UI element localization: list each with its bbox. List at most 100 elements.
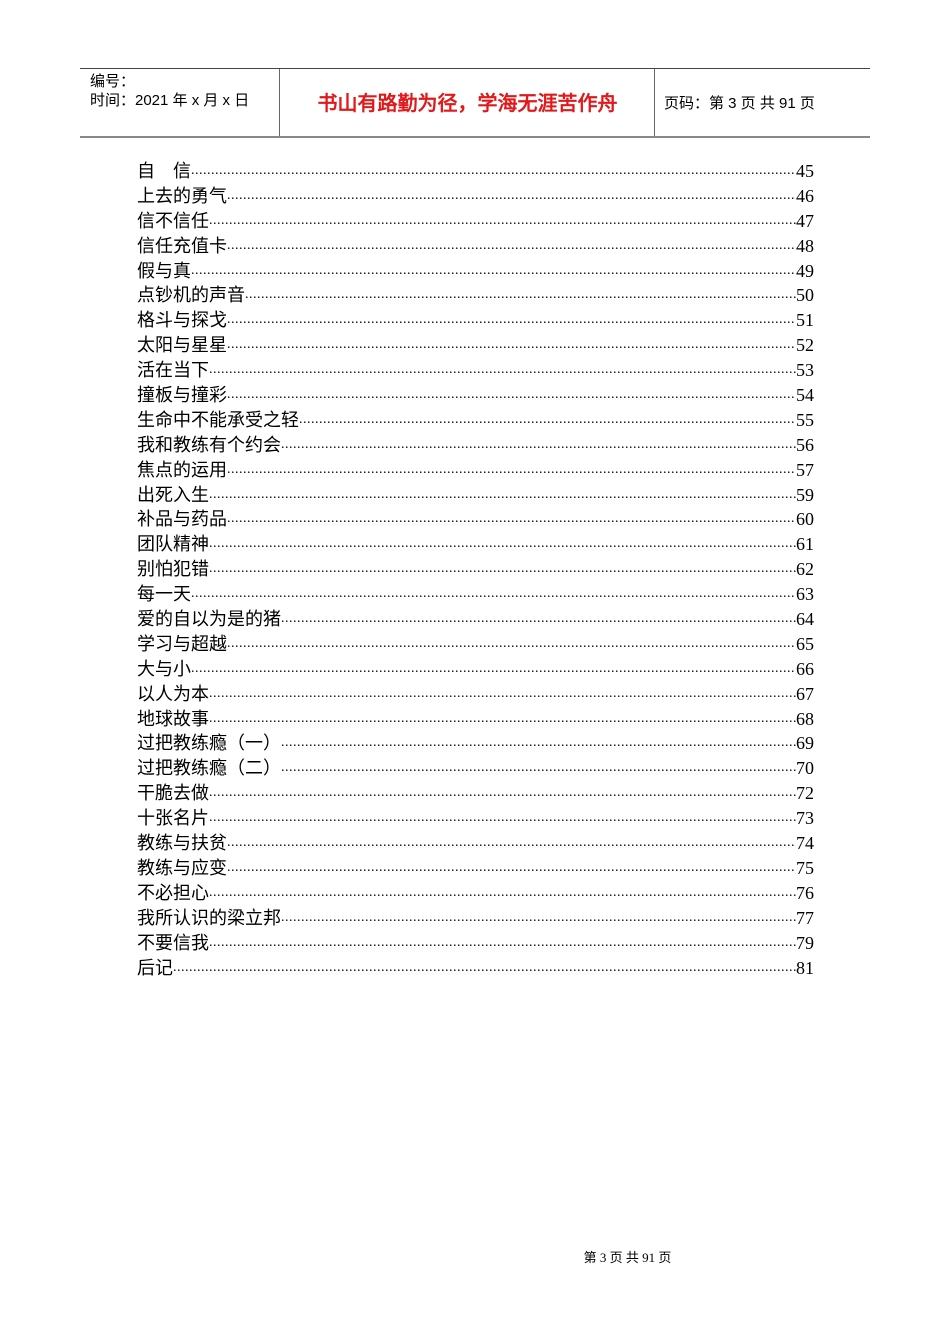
toc-entry[interactable]: 上去的勇气 46: [137, 184, 814, 209]
dot-leader: [227, 458, 796, 483]
toc-entry[interactable]: 撞板与撞彩 54: [137, 383, 814, 408]
toc-entry[interactable]: 生命中不能承受之轻 55: [137, 408, 814, 433]
toc-entry-title: 信不信任: [137, 210, 209, 231]
toc-entry-page: 56: [796, 434, 814, 455]
toc-entry-page: 60: [796, 509, 814, 530]
toc-entry[interactable]: 不要信我 79: [137, 931, 814, 956]
dot-leader: [245, 283, 796, 308]
dot-leader: [281, 607, 796, 632]
toc-entry[interactable]: 活在当下 53: [137, 358, 814, 383]
date-label: 时间：2021 年 x 月 x 日: [90, 92, 250, 109]
toc-entry-title: 格斗与探戈: [137, 310, 227, 331]
dot-leader: [209, 209, 796, 234]
toc-entry-page: 69: [796, 733, 814, 754]
toc-entry-title: 每一天: [137, 584, 191, 605]
dot-leader: [191, 582, 796, 607]
dot-leader: [209, 806, 796, 831]
toc-entry-title: 上去的勇气: [137, 185, 227, 206]
dot-leader: [191, 159, 796, 184]
toc-entry-title: 我和教练有个约会: [137, 434, 281, 455]
dot-leader: [281, 433, 796, 458]
toc-entry-page: 66: [796, 658, 814, 679]
toc-entry-page: 62: [796, 559, 814, 580]
toc-entry[interactable]: 过把教练瘾（二） 70: [137, 756, 814, 781]
toc-entry-title: 出死入生: [137, 484, 209, 505]
dot-leader: [227, 333, 796, 358]
toc-entry-page: 70: [796, 758, 814, 779]
toc-entry-title: 撞板与撞彩: [137, 385, 227, 406]
toc-entry-page: 46: [796, 185, 814, 206]
toc-entry-page: 54: [796, 385, 814, 406]
toc-entry-page: 61: [796, 534, 814, 555]
toc-entry-page: 67: [796, 683, 814, 704]
toc-entry[interactable]: 团队精神 61: [137, 532, 814, 557]
toc-entry[interactable]: 太阳与星星 52: [137, 333, 814, 358]
toc-entry[interactable]: 假与真 49: [137, 259, 814, 284]
toc-entry[interactable]: 地球故事 68: [137, 707, 814, 732]
toc-entry[interactable]: 格斗与探戈 51: [137, 308, 814, 333]
toc-entry[interactable]: 信任充值卡 48: [137, 234, 814, 259]
toc-entry[interactable]: 教练与扶贫 74: [137, 831, 814, 856]
toc-entry[interactable]: 出死入生 59: [137, 483, 814, 508]
toc-entry-title: 太阳与星星: [137, 335, 227, 356]
header-page-info: 页码：第 3 页 共 91 页: [664, 95, 815, 112]
toc-entry[interactable]: 干脆去做 72: [137, 781, 814, 806]
toc-entry-page: 57: [796, 459, 814, 480]
toc-entry[interactable]: 点钞机的声音 50: [137, 283, 814, 308]
toc-entry-page: 75: [796, 857, 814, 878]
number-label: 编号：: [90, 73, 136, 90]
dot-leader: [227, 831, 796, 856]
toc-entry[interactable]: 信不信任 47: [137, 209, 814, 234]
dot-leader: [209, 682, 796, 707]
toc-entry-title: 团队精神: [137, 534, 209, 555]
toc-entry-title: 我所认识的梁立邦: [137, 907, 281, 928]
toc-entry-title: 十张名片: [137, 808, 209, 829]
toc-entry-page: 74: [796, 833, 814, 854]
toc-entry[interactable]: 爱的自以为是的猪 64: [137, 607, 814, 632]
toc-entry[interactable]: 补品与药品 60: [137, 507, 814, 532]
dot-leader: [191, 657, 796, 682]
dot-leader: [209, 532, 796, 557]
toc-entry-title: 教练与应变: [137, 857, 227, 878]
toc-entry[interactable]: 以人为本 67: [137, 682, 814, 707]
dot-leader: [209, 707, 796, 732]
toc-entry[interactable]: 后记 81: [137, 956, 814, 981]
dot-leader: [191, 259, 796, 284]
page-header: 编号： 时间：2021 年 x 月 x 日 书山有路勤为径，学海无涯苦作舟 页码…: [80, 68, 870, 138]
dot-leader: [227, 632, 796, 657]
toc-entry-page: 45: [796, 161, 814, 181]
toc-entry[interactable]: 我和教练有个约会 56: [137, 433, 814, 458]
toc-entry-title: 过把教练瘾（一）: [137, 733, 281, 754]
toc-entry-page: 51: [796, 310, 814, 331]
toc-entry[interactable]: 教练与应变 75: [137, 856, 814, 881]
toc-entry-page: 76: [796, 882, 814, 903]
toc-entry[interactable]: 自 信 45: [137, 159, 814, 184]
toc-entry[interactable]: 学习与超越 65: [137, 632, 814, 657]
toc-entry-page: 79: [796, 932, 814, 953]
dot-leader: [209, 557, 796, 582]
toc-entry[interactable]: 我所认识的梁立邦 77: [137, 906, 814, 931]
toc-entry[interactable]: 大与小 66: [137, 657, 814, 682]
toc-entry-title: 爱的自以为是的猪: [137, 609, 281, 630]
toc-entry-title: 不必担心: [137, 882, 209, 903]
toc-entry[interactable]: 过把教练瘾（一） 69: [137, 731, 814, 756]
dot-leader: [209, 881, 796, 906]
toc-entry[interactable]: 别怕犯错 62: [137, 557, 814, 582]
toc-entry[interactable]: 十张名片 73: [137, 806, 814, 831]
toc-entry[interactable]: 焦点的运用 57: [137, 458, 814, 483]
toc-entry[interactable]: 不必担心 76: [137, 881, 814, 906]
dot-leader: [209, 483, 796, 508]
header-motto: 书山有路勤为径，学海无涯苦作舟: [281, 69, 655, 136]
toc-entry-title: 生命中不能承受之轻: [137, 409, 299, 430]
toc-entry-page: 73: [796, 808, 814, 829]
dot-leader: [209, 931, 796, 956]
toc-entry-page: 52: [796, 335, 814, 356]
dot-leader: [281, 731, 796, 756]
dot-leader: [209, 781, 796, 806]
toc-entry[interactable]: 每一天 63: [137, 582, 814, 607]
toc-entry-page: 53: [796, 360, 814, 381]
toc-entry-title: 大与小: [137, 658, 191, 679]
toc-entry-title: 信任充值卡: [137, 235, 227, 256]
toc-entry-title: 活在当下: [137, 360, 209, 381]
header-left-cell: 编号： 时间：2021 年 x 月 x 日: [80, 69, 280, 136]
